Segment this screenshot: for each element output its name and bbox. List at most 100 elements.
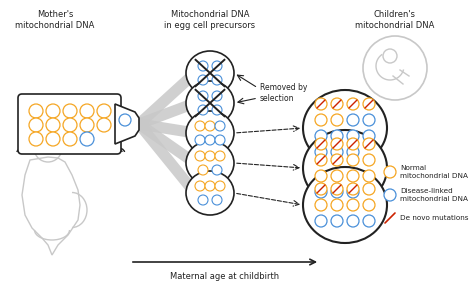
Circle shape xyxy=(215,151,225,161)
Ellipse shape xyxy=(303,130,387,206)
Circle shape xyxy=(331,215,343,227)
Circle shape xyxy=(363,98,375,110)
Circle shape xyxy=(46,118,60,132)
Circle shape xyxy=(315,215,327,227)
Circle shape xyxy=(63,104,77,118)
Circle shape xyxy=(198,91,208,101)
Ellipse shape xyxy=(303,167,387,243)
Circle shape xyxy=(331,98,343,110)
Text: Mother's
mitochondrial DNA: Mother's mitochondrial DNA xyxy=(15,10,95,30)
Circle shape xyxy=(29,104,43,118)
Circle shape xyxy=(363,183,375,195)
Circle shape xyxy=(347,170,359,182)
Circle shape xyxy=(347,199,359,211)
Circle shape xyxy=(195,121,205,131)
Circle shape xyxy=(363,199,375,211)
Circle shape xyxy=(331,146,343,158)
Circle shape xyxy=(212,75,222,85)
Polygon shape xyxy=(115,104,139,144)
Ellipse shape xyxy=(186,111,234,155)
FancyBboxPatch shape xyxy=(18,94,121,154)
Circle shape xyxy=(331,114,343,126)
Circle shape xyxy=(80,132,94,146)
Ellipse shape xyxy=(186,141,234,185)
Text: Maternal age at childbirth: Maternal age at childbirth xyxy=(171,272,280,281)
Circle shape xyxy=(347,186,359,198)
Circle shape xyxy=(63,132,77,146)
Circle shape xyxy=(315,130,327,142)
Text: Children's
mitochondrial DNA: Children's mitochondrial DNA xyxy=(356,10,435,30)
Ellipse shape xyxy=(186,81,234,125)
Circle shape xyxy=(363,154,375,166)
Circle shape xyxy=(315,138,327,150)
Circle shape xyxy=(331,170,343,182)
Circle shape xyxy=(315,186,327,198)
Circle shape xyxy=(347,98,359,110)
Circle shape xyxy=(212,195,222,205)
Circle shape xyxy=(315,183,327,195)
Ellipse shape xyxy=(303,90,387,166)
Circle shape xyxy=(195,151,205,161)
Circle shape xyxy=(347,130,359,142)
Circle shape xyxy=(198,165,208,175)
Circle shape xyxy=(80,118,94,132)
Circle shape xyxy=(315,170,327,182)
Circle shape xyxy=(331,183,343,195)
Circle shape xyxy=(347,138,359,150)
Circle shape xyxy=(331,154,343,166)
Circle shape xyxy=(195,181,205,191)
Circle shape xyxy=(363,130,375,142)
Circle shape xyxy=(363,36,427,100)
Circle shape xyxy=(29,132,43,146)
Circle shape xyxy=(212,91,222,101)
Circle shape xyxy=(97,118,111,132)
Circle shape xyxy=(331,130,343,142)
Ellipse shape xyxy=(186,51,234,95)
Circle shape xyxy=(46,104,60,118)
Circle shape xyxy=(331,138,343,150)
Circle shape xyxy=(363,215,375,227)
Circle shape xyxy=(315,98,327,110)
Circle shape xyxy=(212,165,222,175)
Circle shape xyxy=(205,135,215,145)
Circle shape xyxy=(198,61,208,71)
Circle shape xyxy=(212,61,222,71)
Circle shape xyxy=(80,104,94,118)
Circle shape xyxy=(205,181,215,191)
Circle shape xyxy=(212,105,222,115)
Circle shape xyxy=(363,170,375,182)
Text: Mitochondrial DNA
in egg cell precursors: Mitochondrial DNA in egg cell precursors xyxy=(164,10,255,30)
Circle shape xyxy=(63,118,77,132)
Circle shape xyxy=(331,199,343,211)
Circle shape xyxy=(315,146,327,158)
Circle shape xyxy=(198,75,208,85)
Circle shape xyxy=(315,114,327,126)
Circle shape xyxy=(215,181,225,191)
Circle shape xyxy=(347,114,359,126)
Text: Removed by
selection: Removed by selection xyxy=(260,83,307,103)
Circle shape xyxy=(315,199,327,211)
Circle shape xyxy=(347,154,359,166)
Circle shape xyxy=(384,189,396,201)
Text: De novo mutations: De novo mutations xyxy=(400,215,468,221)
Circle shape xyxy=(331,186,343,198)
Circle shape xyxy=(363,114,375,126)
Circle shape xyxy=(384,166,396,178)
Circle shape xyxy=(347,183,359,195)
Circle shape xyxy=(29,118,43,132)
Circle shape xyxy=(215,121,225,131)
Circle shape xyxy=(195,135,205,145)
Circle shape xyxy=(205,151,215,161)
Circle shape xyxy=(347,146,359,158)
Circle shape xyxy=(198,105,208,115)
Circle shape xyxy=(215,135,225,145)
Ellipse shape xyxy=(186,171,234,215)
Circle shape xyxy=(46,132,60,146)
Circle shape xyxy=(315,154,327,166)
Circle shape xyxy=(347,215,359,227)
Circle shape xyxy=(119,114,131,126)
Text: Normal
mitochondrial DNA: Normal mitochondrial DNA xyxy=(400,165,468,179)
Circle shape xyxy=(198,195,208,205)
Circle shape xyxy=(363,138,375,150)
Circle shape xyxy=(97,104,111,118)
